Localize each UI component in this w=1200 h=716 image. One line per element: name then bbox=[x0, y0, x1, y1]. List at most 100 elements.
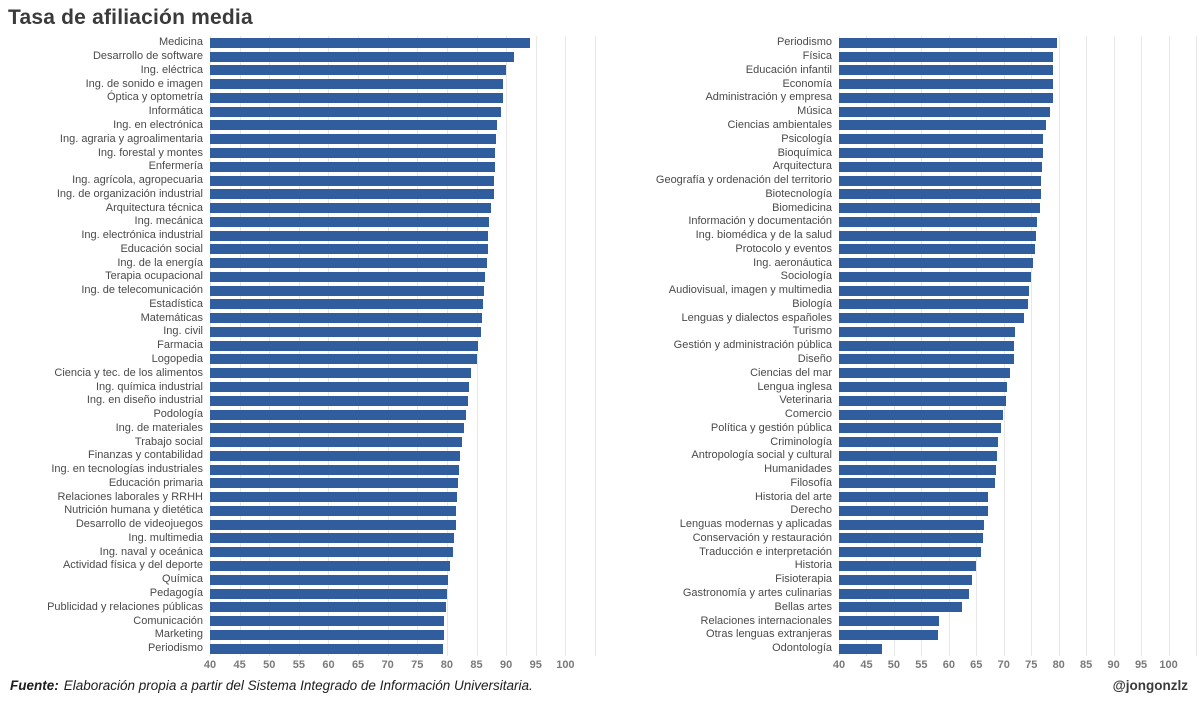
axis-tick-label: 40 bbox=[203, 659, 217, 672]
category-label: Otras lenguas extranjeras bbox=[706, 628, 832, 641]
bar bbox=[839, 216, 1037, 227]
bar-track bbox=[839, 421, 1196, 435]
bar-row: Ing. agraria y agroalimentaria bbox=[8, 132, 595, 146]
bar-track bbox=[839, 105, 1196, 119]
bar-row: Gestión y administración pública bbox=[609, 339, 1196, 353]
bar-row: Economía bbox=[609, 77, 1196, 91]
bar-track bbox=[210, 628, 595, 642]
bar-row: Ing. de telecomunicación bbox=[8, 284, 595, 298]
category-label: Relaciones laborales y RRHH bbox=[57, 490, 203, 503]
bar bbox=[839, 464, 996, 475]
axis-tick-label: 50 bbox=[263, 659, 276, 672]
category-label: Ing. eléctrica bbox=[140, 63, 203, 76]
category-label: Periodismo bbox=[776, 36, 832, 49]
bar-row: Ing. agrícola, agropecuaria bbox=[8, 174, 595, 188]
bar-row: Otras lenguas extranjeras bbox=[609, 628, 1196, 642]
category-label: Desarrollo de videojuegos bbox=[75, 518, 203, 531]
category-label: Lengua inglesa bbox=[757, 380, 832, 393]
bar-track bbox=[839, 573, 1196, 587]
bar-track bbox=[210, 339, 595, 353]
source-note: Fuente: Elaboración propia a partir del S… bbox=[10, 678, 533, 693]
bar-track bbox=[210, 311, 595, 325]
bar-row: Terapia ocupacional bbox=[8, 270, 595, 284]
bar-track bbox=[210, 449, 595, 463]
bar-row: Ing. de sonido e imagen bbox=[8, 77, 595, 91]
bar bbox=[210, 65, 507, 76]
bar-track bbox=[839, 36, 1196, 50]
bar-row: Finanzas y contabilidad bbox=[8, 449, 595, 463]
bar bbox=[210, 161, 495, 172]
bar bbox=[210, 189, 494, 200]
bar-track bbox=[210, 325, 595, 339]
category-label: Biotecnología bbox=[765, 187, 832, 200]
bar-row: Traducción e interpretación bbox=[609, 545, 1196, 559]
bar-track bbox=[839, 642, 1196, 656]
bar-track bbox=[839, 587, 1196, 601]
bar bbox=[210, 106, 501, 117]
category-label: Veterinaria bbox=[779, 394, 832, 407]
bar-row: Ing. aeronáutica bbox=[609, 256, 1196, 270]
bar-track bbox=[839, 366, 1196, 380]
bar-row: Ing. forestal y montes bbox=[8, 146, 595, 160]
bar-row: Matemáticas bbox=[8, 311, 595, 325]
category-label: Arquitectura bbox=[772, 160, 832, 173]
bar bbox=[210, 299, 484, 310]
bar-row: Ciencias ambientales bbox=[609, 119, 1196, 133]
bar bbox=[839, 37, 1058, 48]
category-label: Conservación y restauración bbox=[692, 531, 832, 544]
category-label: Lenguas modernas y aplicadas bbox=[679, 518, 832, 531]
bar-row: Gastronomía y artes culinarias bbox=[609, 587, 1196, 601]
bar-track bbox=[839, 311, 1196, 325]
bar-row: Ing. mecánica bbox=[8, 215, 595, 229]
category-label: Gastronomía y artes culinarias bbox=[682, 587, 832, 599]
bar-row: Pedagogía bbox=[8, 587, 595, 601]
bar-track bbox=[839, 435, 1196, 449]
bar-row: Química bbox=[8, 573, 595, 587]
bar bbox=[839, 258, 1034, 269]
footer: Fuente: Elaboración propia a partir del S… bbox=[8, 675, 1190, 693]
bar-track bbox=[839, 545, 1196, 559]
bar-row: Desarrollo de software bbox=[8, 50, 595, 64]
bar-track bbox=[210, 504, 595, 518]
category-label: Educación social bbox=[120, 242, 203, 255]
bar-track bbox=[210, 242, 595, 256]
bar-track bbox=[210, 284, 595, 298]
bar bbox=[839, 478, 995, 489]
category-label: Ing. multimedia bbox=[128, 531, 203, 544]
bar bbox=[839, 134, 1044, 145]
gridline bbox=[1168, 36, 1170, 656]
x-axis: 40 45 50 55 60 65 70 75 80 85 90 95 100 bbox=[204, 659, 595, 675]
bar-row: Música bbox=[609, 105, 1196, 119]
bar-track bbox=[839, 490, 1196, 504]
bar bbox=[210, 134, 497, 145]
bar-track bbox=[210, 298, 595, 312]
bar bbox=[839, 450, 998, 461]
bar-row: Lenguas modernas y aplicadas bbox=[609, 518, 1196, 532]
bar-track bbox=[839, 256, 1196, 270]
bar-track bbox=[210, 463, 595, 477]
bar bbox=[210, 51, 515, 62]
category-label: Finanzas y contabilidad bbox=[88, 449, 203, 462]
bar-row: Ing. electrónica industrial bbox=[8, 229, 595, 243]
gridline bbox=[506, 36, 508, 656]
category-label: Estadística bbox=[149, 297, 203, 310]
bar bbox=[210, 616, 444, 627]
bar bbox=[210, 37, 531, 48]
gridline bbox=[1086, 36, 1088, 656]
bar-track bbox=[210, 380, 595, 394]
bar-row: Psicología bbox=[609, 132, 1196, 146]
bar bbox=[839, 423, 1002, 434]
category-label: Música bbox=[797, 105, 832, 118]
bar-row: Medicina bbox=[8, 36, 595, 50]
bar-row: Criminología bbox=[609, 435, 1196, 449]
category-label: Filosofía bbox=[790, 476, 832, 489]
category-label: Ing. de materiales bbox=[115, 421, 203, 434]
axis-tick-label: 70 bbox=[381, 659, 394, 672]
axis-tick-label: 40 bbox=[832, 659, 846, 672]
bar-row: Física bbox=[609, 50, 1196, 64]
bar-row: Ing. en electrónica bbox=[8, 119, 595, 133]
bar-row: Política y gestión pública bbox=[609, 421, 1196, 435]
bar bbox=[839, 368, 1010, 379]
bar-track bbox=[839, 559, 1196, 573]
category-label: Comercio bbox=[784, 408, 832, 421]
